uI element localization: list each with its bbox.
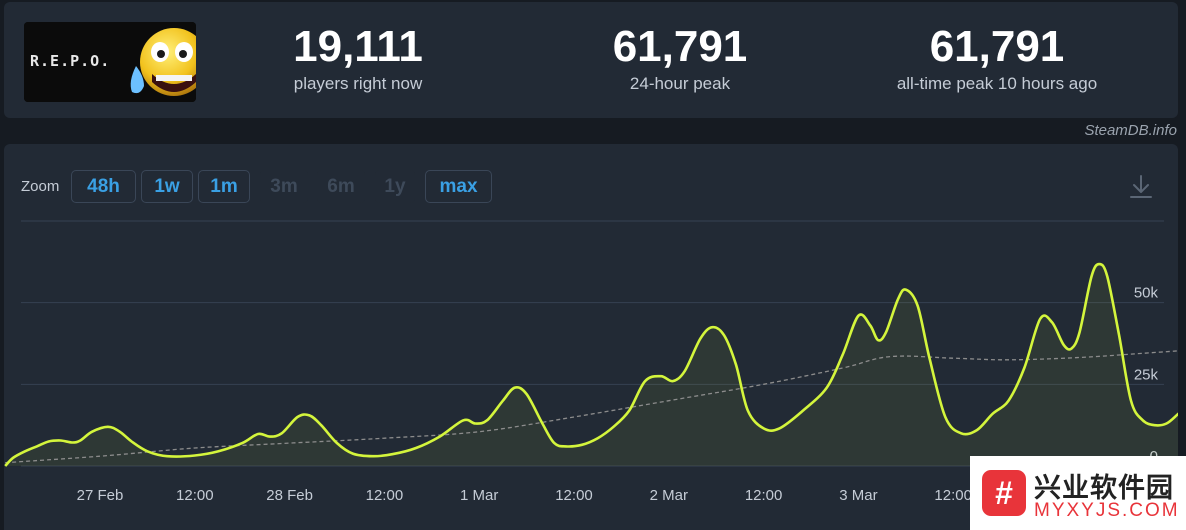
game-logo[interactable]: R.E.P.O. [24,22,196,102]
stat-label: 24-hour peak [629,74,731,93]
x-tick-label: 1 Mar [460,487,498,504]
stat-all-time-peak: 61,791 all-time peak 10 hours ago [847,22,1147,94]
zoom-1y-button: 1y [375,170,415,203]
zoom-48h-button[interactable]: 48h [71,170,136,203]
x-tick-label: 3 Mar [839,487,877,504]
x-tick-label: 27 Feb [77,487,124,504]
stat-24h-peak: 61,791 24-hour peak [530,22,830,94]
stats-panel: R.E.P.O. 19,111 players right now 61,791… [4,2,1178,118]
zoom-label: Zoom [21,178,60,195]
watermark-logo: # 兴业软件园 MYXYJS.COM [970,456,1186,530]
stat-label: all-time peak 10 hours ago [896,74,1098,93]
zoom-6m-button: 6m [317,170,365,203]
stat-value: 19,111 [293,22,423,71]
players-area [5,264,1178,466]
x-tick-label: 12:00 [555,487,593,504]
x-tick-label: 12:00 [934,487,972,504]
x-tick-label: 12:00 [366,487,404,504]
source-credit[interactable]: SteamDB.info [1084,122,1177,139]
smiley-mascot-icon [24,22,196,102]
y-tick-label: 50k [1134,285,1159,302]
zoom-1m-button[interactable]: 1m [198,170,250,203]
x-tick-label: 12:00 [745,487,783,504]
stat-value: 61,791 [929,22,1065,71]
zoom-max-button[interactable]: max [425,170,492,203]
game-logo-text: R.E.P.O. [30,52,111,70]
zoom-1w-button[interactable]: 1w [141,170,193,203]
x-tick-label: 2 Mar [650,487,688,504]
watermark-title: 兴业软件园 [1034,473,1174,504]
download-icon[interactable] [1128,174,1154,200]
players-line [4,262,1178,467]
zoom-3m-button: 3m [260,170,308,203]
y-tick-label: 25k [1134,366,1159,383]
watermark-url: MYXYJS.COM [1034,500,1180,521]
stat-players-now: 19,111 players right now [208,22,508,94]
x-tick-label: 12:00 [176,487,214,504]
x-tick-label: 28 Feb [266,487,313,504]
stat-label: players right now [293,74,423,93]
stat-value: 61,791 [612,22,748,71]
hash-icon: # [982,470,1026,516]
